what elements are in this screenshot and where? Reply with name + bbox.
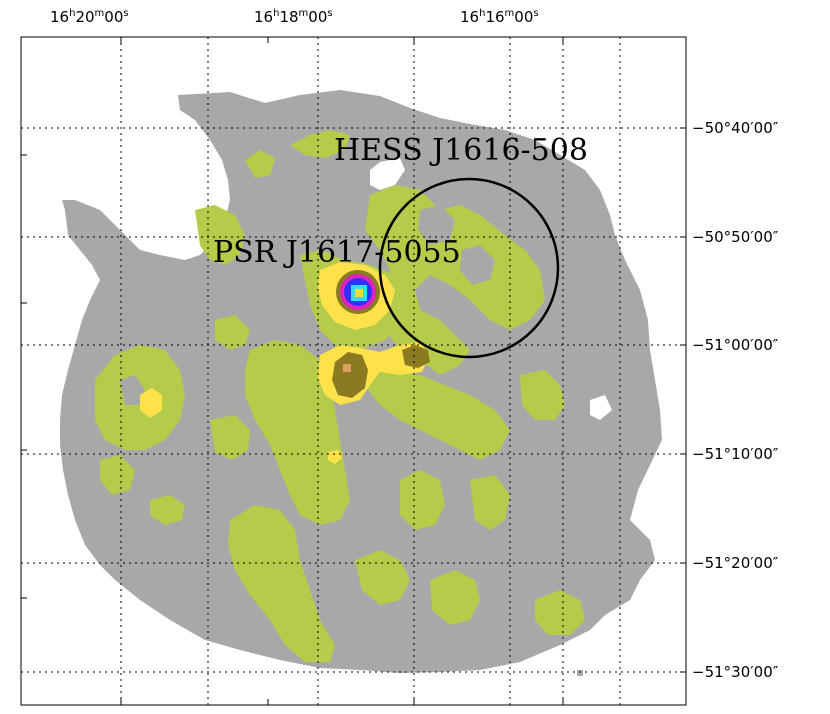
red-peak-dot xyxy=(343,364,351,372)
olive-peaks xyxy=(332,345,430,398)
dec-label-2: −51°00′00″ xyxy=(692,336,779,354)
tick-marks xyxy=(21,37,686,705)
empty-patch-top xyxy=(370,158,405,190)
ra-label-1616: 16h16m00s xyxy=(460,8,539,26)
grey-islands xyxy=(120,205,495,405)
stray-pixel xyxy=(577,670,583,676)
dec-label-3: −51°10′00″ xyxy=(692,445,779,463)
hess-source-label: HESS J1616-508 xyxy=(334,133,588,168)
dec-label-4: −51°20′00″ xyxy=(692,554,779,572)
dec-label-5: −51°30′00″ xyxy=(692,663,779,681)
hess-source-circle xyxy=(378,177,560,359)
psr-source-label: PSR J1617-5055 xyxy=(213,235,461,270)
dec-label-1: −50°50′00″ xyxy=(692,228,779,246)
ra-label-1618: 16h18m00s xyxy=(254,8,333,26)
ra-label-1620: 16h20m00s xyxy=(50,8,129,26)
empty-patch-right xyxy=(590,395,612,420)
psr-bright-core xyxy=(336,270,380,314)
dec-label-0: −50°40′00″ xyxy=(692,119,779,137)
green-emission xyxy=(95,130,585,662)
